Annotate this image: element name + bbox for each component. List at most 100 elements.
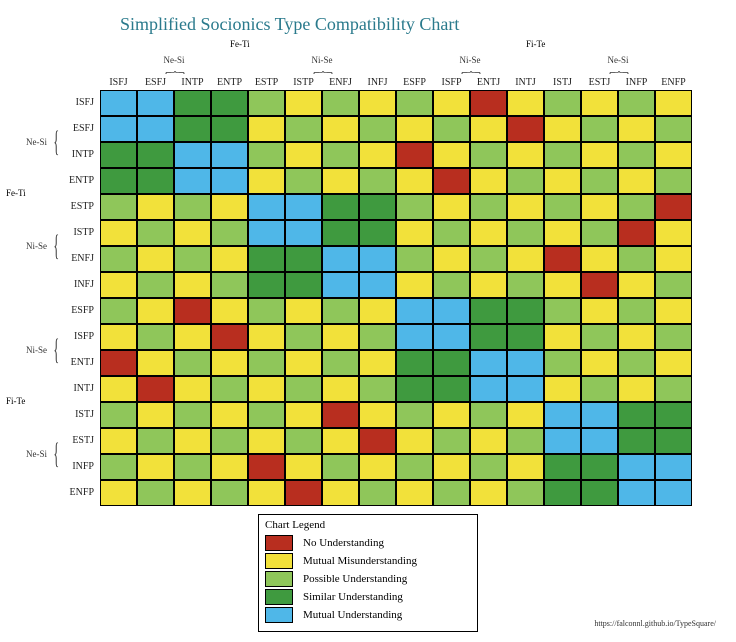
col-header-ENFP: ENFP bbox=[655, 77, 692, 88]
cell-ISTP-ESFP bbox=[396, 220, 433, 246]
cell-ENFP-ESTJ bbox=[581, 480, 618, 506]
col-header-ISTP: ISTP bbox=[285, 77, 322, 88]
cell-INFP-ISFJ bbox=[100, 454, 137, 480]
cell-ENFJ-INTP bbox=[174, 246, 211, 272]
cell-ISFP-ENTP bbox=[211, 324, 248, 350]
cell-INFJ-ESFJ bbox=[137, 272, 174, 298]
cell-INFP-ISTJ bbox=[544, 454, 581, 480]
cell-ESFJ-ESFP bbox=[396, 116, 433, 142]
cell-INFP-INTP bbox=[174, 454, 211, 480]
cell-INFJ-INTJ bbox=[507, 272, 544, 298]
top-supergroup-0: Fe-Ti bbox=[230, 39, 250, 49]
compatibility-grid bbox=[100, 90, 692, 506]
cell-ENTP-INTJ bbox=[507, 168, 544, 194]
cell-INTJ-ENFJ bbox=[322, 376, 359, 402]
cell-ISTP-ENFP bbox=[655, 220, 692, 246]
cell-ISFJ-ESFP bbox=[396, 90, 433, 116]
cell-ESTP-ESTJ bbox=[581, 194, 618, 220]
cell-ESTJ-ESFJ bbox=[137, 428, 174, 454]
left-group-3: Ne-Si{ bbox=[26, 402, 59, 506]
cell-ENFP-ISTJ bbox=[544, 480, 581, 506]
cell-ENTP-ESFP bbox=[396, 168, 433, 194]
cell-ISFP-ESTP bbox=[248, 324, 285, 350]
cell-INFP-ESTP bbox=[248, 454, 285, 480]
cell-ESTP-ENFP bbox=[655, 194, 692, 220]
cell-ISFP-ISFJ bbox=[100, 324, 137, 350]
cell-ENFJ-ENTJ bbox=[470, 246, 507, 272]
cell-ISFJ-ESTJ bbox=[581, 90, 618, 116]
cell-ISTJ-INTP bbox=[174, 402, 211, 428]
cell-INTJ-INFP bbox=[618, 376, 655, 402]
cell-INFP-ENFJ bbox=[322, 454, 359, 480]
cell-ENTP-ESTJ bbox=[581, 168, 618, 194]
cell-ESFJ-ISTJ bbox=[544, 116, 581, 142]
legend-label-mutualM: Mutual Misunderstanding bbox=[303, 555, 417, 567]
cell-ESFJ-ISTP bbox=[285, 116, 322, 142]
legend-swatch-possible bbox=[265, 571, 293, 587]
cell-INFJ-ISTJ bbox=[544, 272, 581, 298]
cell-ISTJ-ISTP bbox=[285, 402, 322, 428]
cell-INTP-INTJ bbox=[507, 142, 544, 168]
cell-ISTP-ISFJ bbox=[100, 220, 137, 246]
cell-ENTP-ISFP bbox=[433, 168, 470, 194]
cell-ENFP-ENFJ bbox=[322, 480, 359, 506]
cell-ISFJ-ISTJ bbox=[544, 90, 581, 116]
cell-ESTP-ENTP bbox=[211, 194, 248, 220]
cell-INTJ-ESFP bbox=[396, 376, 433, 402]
cell-INFJ-INFJ bbox=[359, 272, 396, 298]
cell-ESTP-INTP bbox=[174, 194, 211, 220]
cell-INTJ-ESTJ bbox=[581, 376, 618, 402]
top-group-3: Ne-Si︷ bbox=[544, 55, 692, 77]
cell-ESFP-INTP bbox=[174, 298, 211, 324]
cell-INTP-INFP bbox=[618, 142, 655, 168]
cell-ESTP-ISFJ bbox=[100, 194, 137, 220]
cell-ENFP-ESTP bbox=[248, 480, 285, 506]
cell-ENFJ-INFJ bbox=[359, 246, 396, 272]
cell-ENTJ-ENFJ bbox=[322, 350, 359, 376]
col-header-ESTJ: ESTJ bbox=[581, 77, 618, 88]
cell-ENFP-ISFJ bbox=[100, 480, 137, 506]
cell-ENTJ-ESFP bbox=[396, 350, 433, 376]
cell-ENTP-INFP bbox=[618, 168, 655, 194]
cell-ISFP-ESFJ bbox=[137, 324, 174, 350]
cell-INTP-ENTP bbox=[211, 142, 248, 168]
cell-ENFP-ISFP bbox=[433, 480, 470, 506]
cell-ISTP-ISTJ bbox=[544, 220, 581, 246]
cell-ISTP-ESTP bbox=[248, 220, 285, 246]
cell-ENFP-INFJ bbox=[359, 480, 396, 506]
cell-INFP-ISFP bbox=[433, 454, 470, 480]
cell-ENTP-INFJ bbox=[359, 168, 396, 194]
cell-ENFJ-ISFJ bbox=[100, 246, 137, 272]
cell-ENTP-ENTP bbox=[211, 168, 248, 194]
cell-ISFP-INTP bbox=[174, 324, 211, 350]
cell-INFJ-ENFJ bbox=[322, 272, 359, 298]
cell-ESFP-INTJ bbox=[507, 298, 544, 324]
cell-ENTP-ESFJ bbox=[137, 168, 174, 194]
cell-ESTP-ENFJ bbox=[322, 194, 359, 220]
col-header-ESFJ: ESFJ bbox=[137, 77, 174, 88]
chart-legend: Chart Legend No UnderstandingMutual Misu… bbox=[258, 514, 478, 632]
cell-ESFJ-ENTP bbox=[211, 116, 248, 142]
cell-ENFJ-ESFP bbox=[396, 246, 433, 272]
cell-ESFJ-ESTJ bbox=[581, 116, 618, 142]
cell-ISTJ-ESFJ bbox=[137, 402, 174, 428]
col-header-ENTP: ENTP bbox=[211, 77, 248, 88]
source-url: https://falconnl.github.io/TypeSquare/ bbox=[594, 619, 716, 628]
cell-INTP-ESTP bbox=[248, 142, 285, 168]
col-header-INTJ: INTJ bbox=[507, 77, 544, 88]
cell-ESFP-ISFJ bbox=[100, 298, 137, 324]
cell-ISFJ-ESFJ bbox=[137, 90, 174, 116]
cell-ESTJ-ISTJ bbox=[544, 428, 581, 454]
cell-ENFP-ESFJ bbox=[137, 480, 174, 506]
legend-label-similar: Similar Understanding bbox=[303, 591, 403, 603]
cell-ENTJ-ISTP bbox=[285, 350, 322, 376]
col-header-ISFJ: ISFJ bbox=[100, 77, 137, 88]
cell-ENTJ-ISFJ bbox=[100, 350, 137, 376]
cell-INTJ-ISTJ bbox=[544, 376, 581, 402]
cell-INTJ-INTJ bbox=[507, 376, 544, 402]
cell-ESTJ-ISFP bbox=[433, 428, 470, 454]
cell-ISTP-INTP bbox=[174, 220, 211, 246]
cell-ENFJ-ESTP bbox=[248, 246, 285, 272]
cell-ESTP-ISTP bbox=[285, 194, 322, 220]
cell-INTP-ESFP bbox=[396, 142, 433, 168]
